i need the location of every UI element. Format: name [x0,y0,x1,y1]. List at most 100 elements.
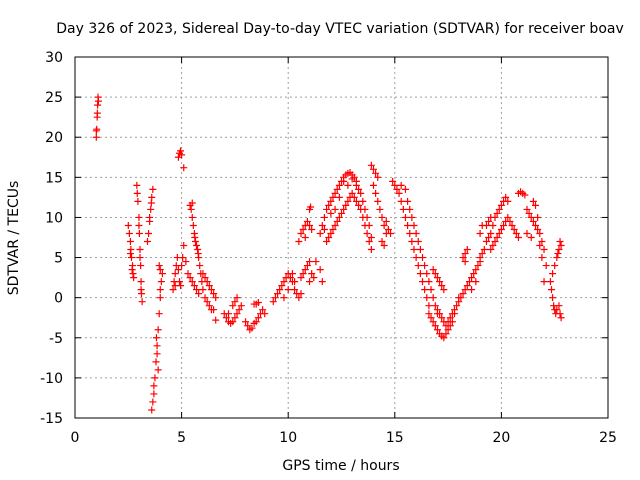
data-point [259,306,267,314]
data-point [553,306,561,314]
x-axis-label: GPS time / hours [282,458,399,474]
data-point [461,250,469,258]
plot-frame [74,56,609,419]
data-point [416,270,424,278]
data-point [374,173,382,181]
data-point [404,221,412,229]
data-point [301,266,309,274]
data-point [440,334,448,342]
data-point [514,234,522,241]
data-point [532,221,540,229]
data-point [210,306,218,314]
data-point [156,294,164,302]
data-point [436,310,444,318]
data-point [199,270,207,278]
data-point [538,238,546,246]
data-point [549,270,557,278]
data-point [135,221,143,229]
x-tick-label: 15 [386,430,404,446]
data-point [397,181,405,189]
data-point [301,234,309,241]
data-point [382,217,390,225]
data-point [308,225,316,233]
data-point [410,221,418,229]
data-point [178,262,186,270]
axis-ticks: 0 5 10 15 20 25 -15 -10 -5 0 5 10 15 20 25 30 [40,50,617,446]
data-point [540,246,548,254]
data-point [476,254,484,262]
data-point [128,266,136,274]
data-point [500,221,508,229]
data-point [303,262,311,270]
data-point [174,266,182,274]
data-point [280,278,288,286]
x-tick-label: 10 [279,430,297,446]
data-point [497,201,505,209]
data-point [188,278,196,286]
data-point [546,278,554,286]
data-point [431,270,439,278]
data-point [335,193,343,201]
data-point [222,314,230,322]
data-point [137,286,145,294]
data-point [299,225,307,233]
data-point [352,197,360,205]
data-point [446,314,454,322]
data-point [482,238,490,246]
data-point [177,147,185,155]
data-point [478,221,486,229]
data-point [487,229,495,237]
data-point [374,197,382,205]
data-point [312,258,320,266]
data-point [487,213,495,221]
data-point [423,270,431,278]
data-point [320,213,328,221]
data-point [252,318,260,326]
data-point [254,298,262,306]
data-point [506,217,514,225]
data-point [331,205,339,213]
data-point [491,238,499,246]
data-point [355,201,363,209]
data-point [318,221,326,229]
data-point [306,258,314,266]
data-point [540,278,548,286]
data-point [278,282,286,290]
data-point [508,221,516,229]
data-point [193,286,201,294]
data-point [425,302,433,310]
data-point [137,278,145,286]
data-point [156,286,164,294]
data-point [201,294,209,302]
data-point [427,286,435,294]
data-point [191,238,199,246]
data-point [512,229,520,237]
data-point [212,294,220,302]
data-point [231,314,239,322]
data-point [348,175,356,183]
data-point [331,221,339,229]
data-point [210,290,218,298]
data-point [495,205,503,213]
data-point [146,213,154,221]
data-point [295,238,303,246]
data-point [495,229,503,237]
data-point [191,234,199,241]
data-point [363,213,371,221]
data-points [92,93,565,414]
data-point [485,234,493,241]
data-point [387,229,395,237]
data-point [145,229,153,237]
data-point [199,286,207,294]
data-point [152,358,160,366]
data-point [480,246,488,254]
data-point [150,382,158,390]
data-point [143,238,151,246]
data-point [361,205,369,213]
data-point [335,213,343,221]
data-point [229,302,237,310]
data-point [401,185,409,193]
data-point [463,246,471,254]
data-point [299,270,307,278]
data-point [532,201,540,209]
